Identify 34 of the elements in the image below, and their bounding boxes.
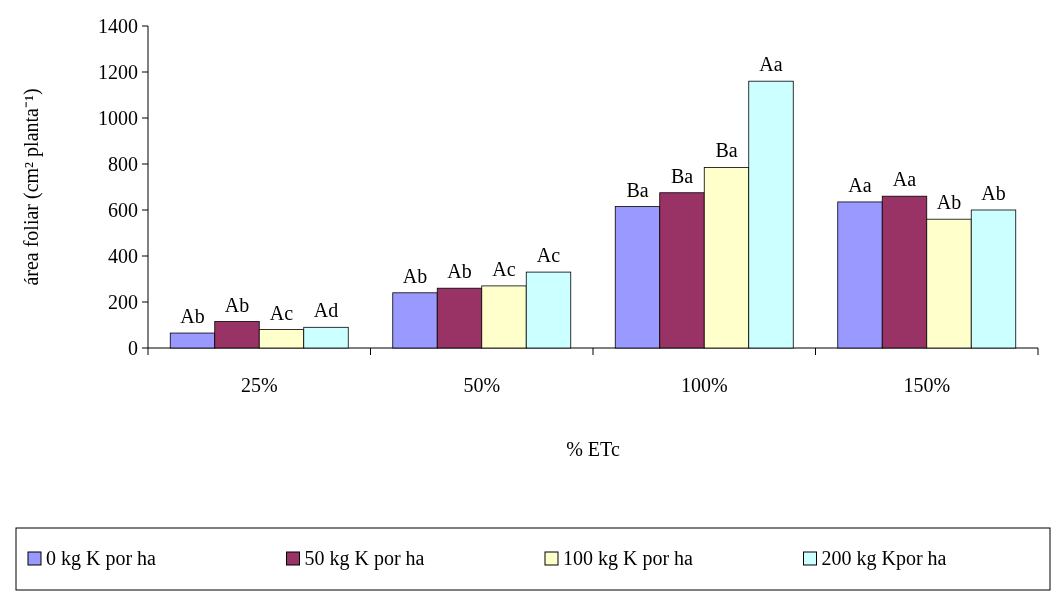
data-label: Ba — [626, 178, 649, 201]
data-label: Aa — [848, 173, 872, 196]
data-label: Ac — [269, 301, 294, 324]
data-label: Ab — [224, 293, 250, 316]
x-tick-label: 100% — [680, 374, 728, 396]
x-tick-label: 25% — [240, 374, 278, 396]
y-tick-label: 200 — [108, 291, 138, 313]
data-label: Ab — [936, 191, 962, 214]
data-label: Ab — [402, 264, 428, 287]
data-label: Aa — [892, 168, 917, 191]
y-tick-label: 600 — [108, 199, 138, 221]
x-axis-title: % ETc — [566, 438, 620, 460]
y-axis-title: área foliar (cm² planta⁻¹) — [20, 88, 43, 286]
data-label: Ac — [492, 257, 516, 280]
data-label: Ab — [180, 305, 205, 328]
legend-label: 200 kg Kpor ha — [821, 547, 947, 570]
data-label: Ba — [670, 164, 694, 187]
y-tick-label: 800 — [108, 153, 138, 175]
x-tick-label: 50% — [463, 374, 501, 396]
legend-label: 100 kg K por ha — [563, 547, 694, 570]
legend-label: 50 kg K por ha — [304, 547, 425, 570]
data-label: Ba — [715, 139, 738, 162]
x-tick-label: 150% — [903, 374, 951, 396]
data-label: Ab — [447, 260, 472, 283]
y-tick-label: 1400 — [98, 15, 138, 37]
data-label: Ab — [981, 182, 1006, 204]
y-tick-label: 1200 — [98, 61, 138, 83]
data-label: Aa — [759, 53, 783, 76]
y-tick-label: 1000 — [98, 107, 138, 129]
data-label: Ad — [313, 299, 339, 322]
data-label: Ac — [536, 244, 561, 267]
legend-label: 0 kg K por ha — [46, 547, 157, 570]
y-tick-label: 0 — [128, 337, 138, 359]
y-tick-label: 400 — [108, 245, 138, 267]
